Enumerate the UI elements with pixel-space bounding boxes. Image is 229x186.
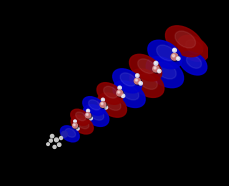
Circle shape bbox=[153, 61, 157, 65]
Ellipse shape bbox=[75, 112, 86, 121]
Circle shape bbox=[46, 143, 49, 145]
Ellipse shape bbox=[82, 97, 104, 115]
Circle shape bbox=[77, 128, 78, 129]
Circle shape bbox=[136, 75, 137, 76]
Circle shape bbox=[86, 109, 89, 112]
Circle shape bbox=[57, 143, 61, 146]
Ellipse shape bbox=[76, 118, 89, 129]
Circle shape bbox=[118, 87, 119, 88]
Ellipse shape bbox=[60, 126, 79, 142]
Circle shape bbox=[61, 131, 67, 137]
Circle shape bbox=[53, 145, 56, 148]
Circle shape bbox=[154, 62, 155, 63]
Ellipse shape bbox=[88, 100, 100, 110]
Circle shape bbox=[72, 123, 77, 128]
Ellipse shape bbox=[146, 57, 183, 88]
Circle shape bbox=[49, 139, 52, 142]
Ellipse shape bbox=[185, 40, 202, 54]
Circle shape bbox=[153, 67, 155, 69]
Ellipse shape bbox=[97, 93, 126, 117]
Circle shape bbox=[153, 66, 159, 73]
Circle shape bbox=[172, 48, 176, 52]
Circle shape bbox=[73, 124, 75, 126]
Circle shape bbox=[117, 91, 119, 93]
Ellipse shape bbox=[103, 86, 117, 98]
Ellipse shape bbox=[65, 129, 75, 137]
Ellipse shape bbox=[174, 31, 195, 48]
Ellipse shape bbox=[112, 81, 144, 108]
Circle shape bbox=[85, 113, 90, 118]
Circle shape bbox=[102, 99, 103, 100]
Circle shape bbox=[134, 78, 141, 85]
Circle shape bbox=[117, 90, 123, 97]
Circle shape bbox=[135, 74, 138, 77]
Circle shape bbox=[138, 82, 142, 85]
Circle shape bbox=[73, 124, 78, 129]
Circle shape bbox=[86, 113, 91, 119]
Ellipse shape bbox=[147, 40, 181, 69]
Ellipse shape bbox=[71, 116, 93, 134]
Circle shape bbox=[100, 102, 105, 107]
Circle shape bbox=[54, 138, 58, 142]
Circle shape bbox=[100, 102, 106, 108]
Ellipse shape bbox=[104, 97, 120, 110]
Ellipse shape bbox=[138, 74, 157, 89]
Ellipse shape bbox=[177, 35, 208, 61]
Circle shape bbox=[101, 103, 103, 105]
Circle shape bbox=[104, 106, 107, 109]
Circle shape bbox=[173, 49, 174, 50]
Circle shape bbox=[157, 69, 160, 73]
Ellipse shape bbox=[83, 105, 108, 126]
Ellipse shape bbox=[97, 83, 122, 104]
Ellipse shape bbox=[179, 52, 206, 75]
Circle shape bbox=[73, 120, 76, 123]
Circle shape bbox=[121, 94, 124, 97]
Ellipse shape bbox=[71, 109, 89, 125]
Circle shape bbox=[122, 95, 123, 96]
Circle shape bbox=[171, 54, 178, 61]
Circle shape bbox=[158, 70, 159, 71]
Ellipse shape bbox=[155, 62, 175, 79]
Circle shape bbox=[152, 66, 158, 72]
Circle shape bbox=[59, 137, 62, 140]
Circle shape bbox=[134, 78, 140, 84]
Circle shape bbox=[89, 117, 92, 120]
Circle shape bbox=[170, 53, 177, 60]
Circle shape bbox=[172, 54, 174, 57]
Ellipse shape bbox=[129, 54, 161, 81]
Ellipse shape bbox=[121, 85, 138, 100]
Ellipse shape bbox=[156, 45, 174, 61]
Circle shape bbox=[101, 98, 104, 101]
Ellipse shape bbox=[89, 108, 104, 120]
Circle shape bbox=[105, 107, 106, 108]
Ellipse shape bbox=[120, 73, 136, 86]
Ellipse shape bbox=[186, 55, 201, 68]
Circle shape bbox=[87, 110, 88, 111]
Circle shape bbox=[139, 82, 140, 83]
Ellipse shape bbox=[165, 26, 202, 57]
Circle shape bbox=[86, 114, 88, 116]
Circle shape bbox=[117, 86, 121, 89]
Circle shape bbox=[176, 57, 179, 60]
Circle shape bbox=[135, 79, 137, 81]
Circle shape bbox=[116, 90, 122, 96]
Circle shape bbox=[50, 134, 54, 138]
Ellipse shape bbox=[129, 69, 163, 97]
Ellipse shape bbox=[112, 69, 141, 93]
Circle shape bbox=[76, 127, 79, 130]
Ellipse shape bbox=[137, 59, 155, 73]
